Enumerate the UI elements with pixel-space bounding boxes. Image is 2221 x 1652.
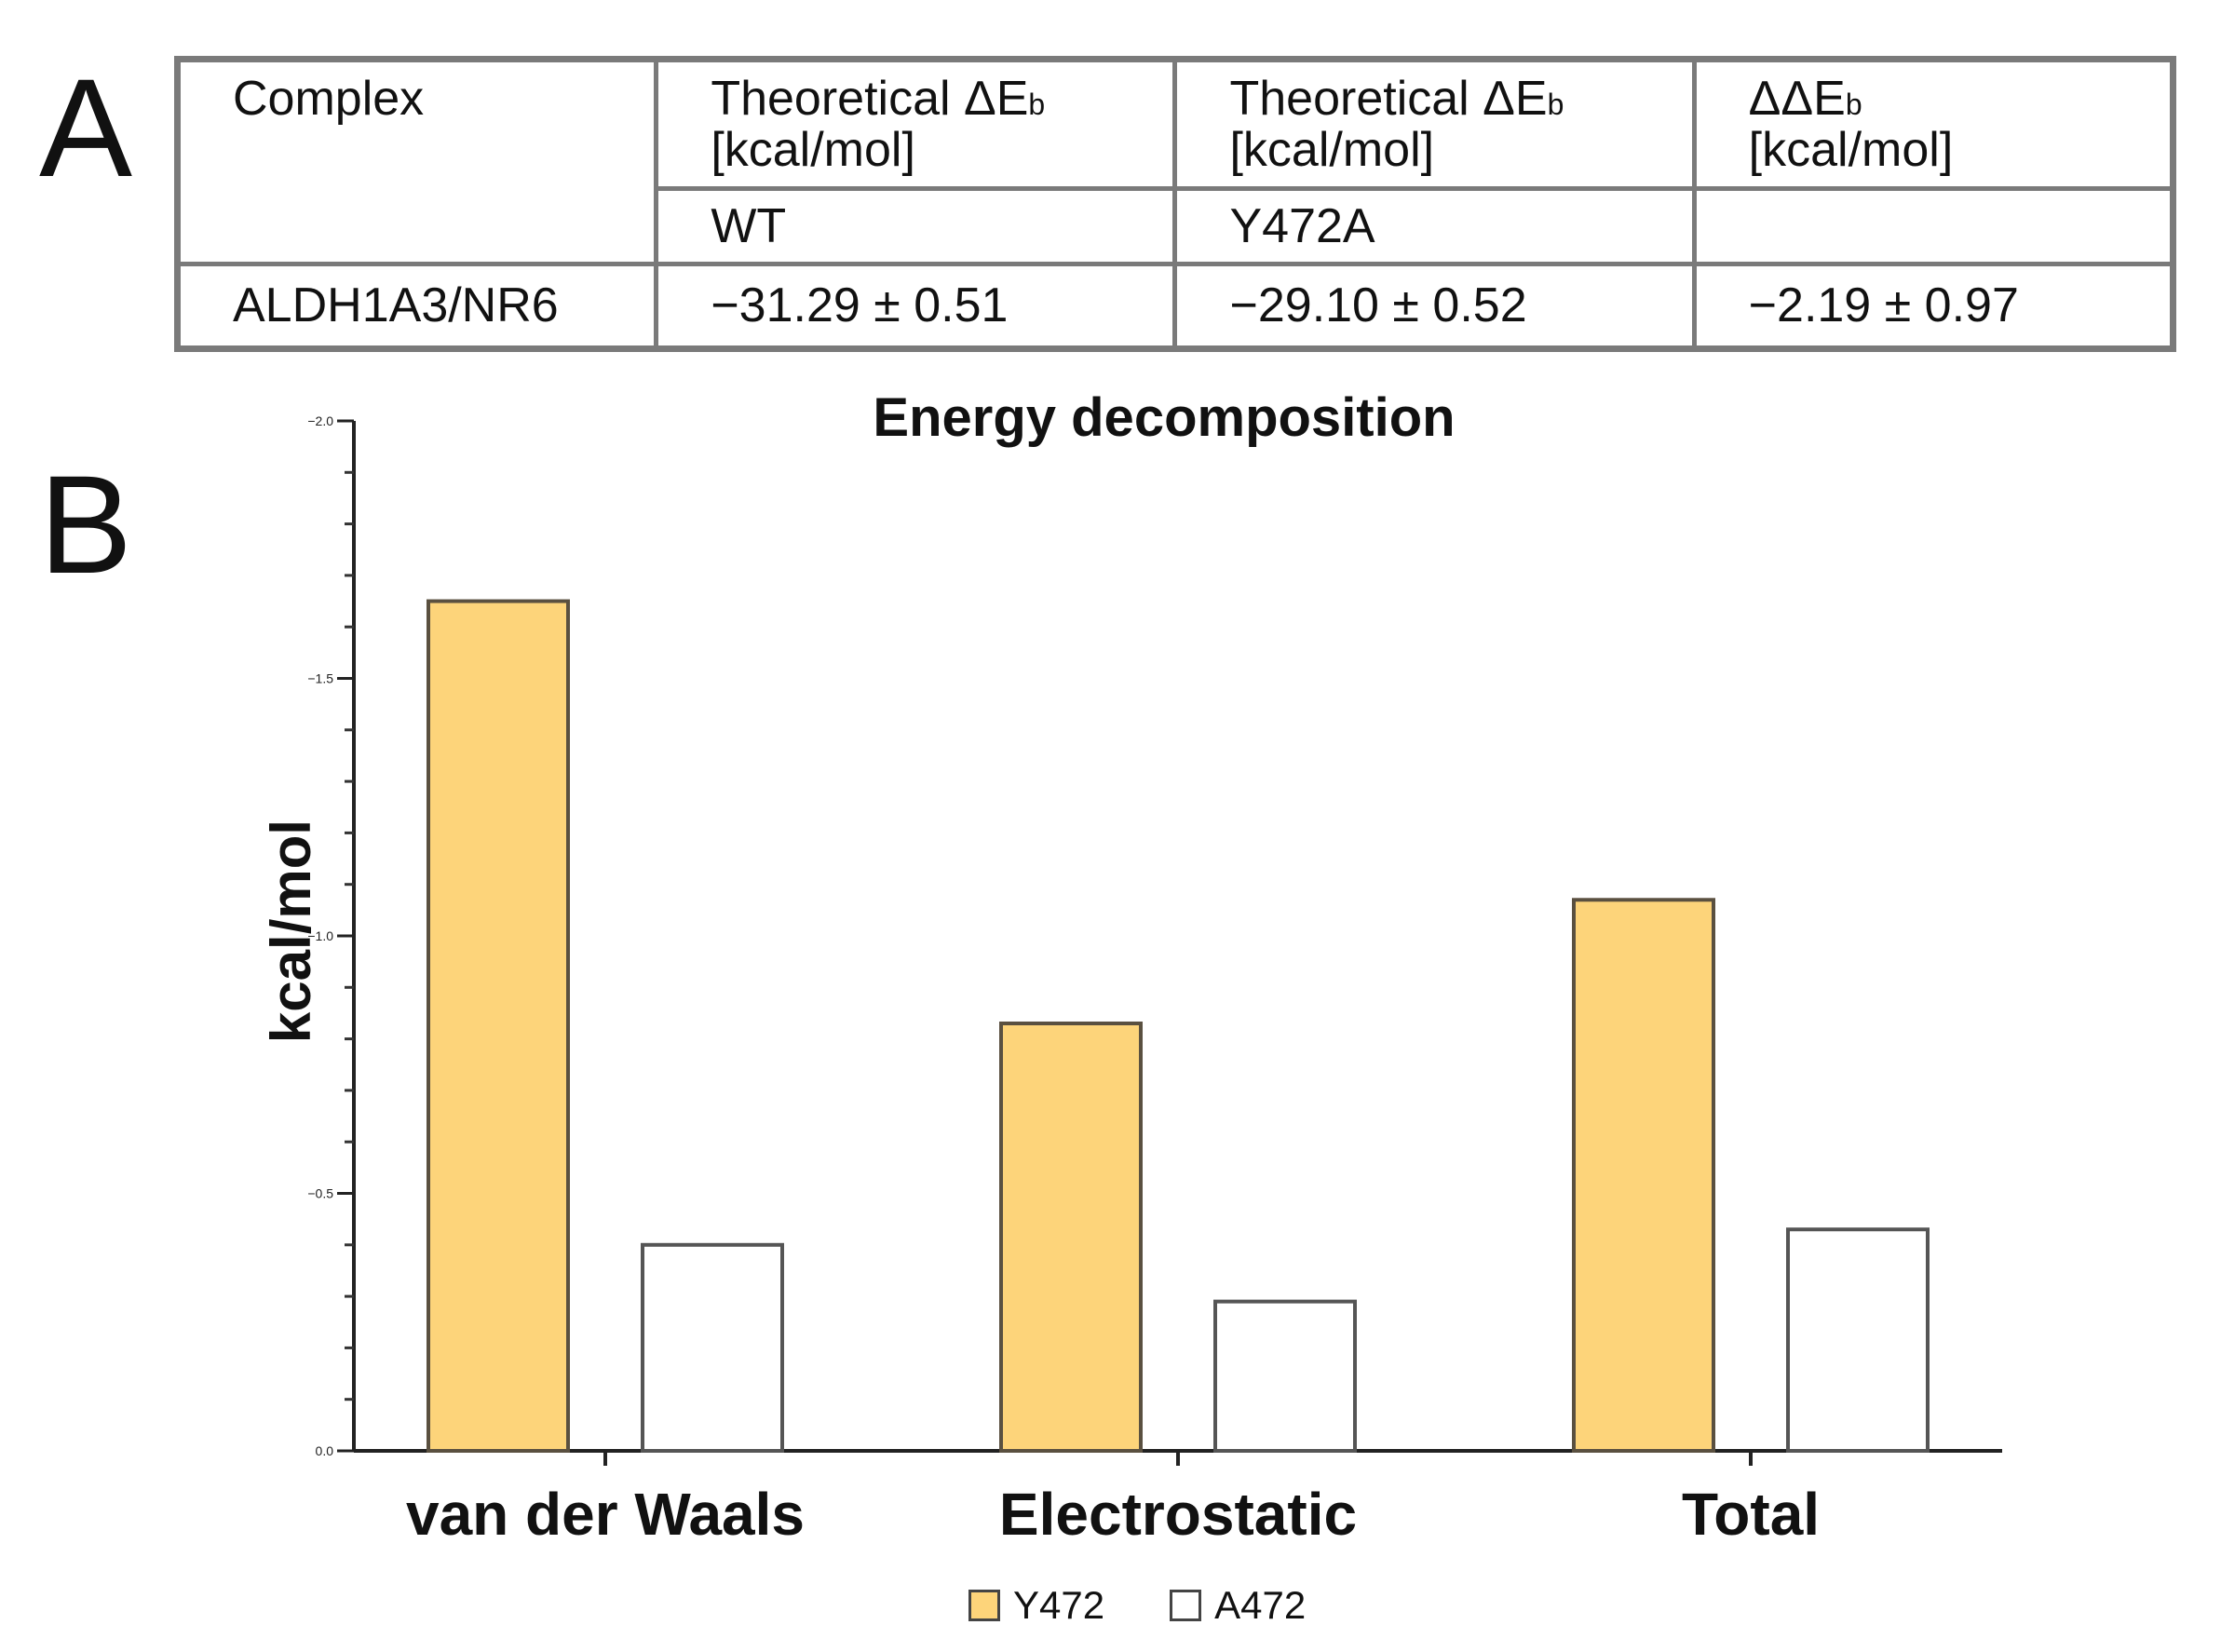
row-mutant-value: −29.10 ± 0.52 [1172,262,1697,351]
header-mutant-label: Y472A [1172,186,1697,267]
header-empty-cell [1691,186,2176,267]
panel-label-a: A [39,49,133,206]
header-wt-label: WT [654,186,1178,267]
x-category-label: Total [1682,1481,1820,1548]
x-category-label: van der Waals [406,1481,805,1548]
y-tick-label: −0.5 [307,1186,333,1201]
row-wt-value: −31.29 ± 0.51 [654,262,1178,351]
y-tick-label: −1.0 [307,928,333,943]
x-category-label: Electrostatic [999,1481,1357,1548]
legend-item-a472: A472 [1170,1583,1306,1628]
header-complex: Complex [174,56,659,267]
y-tick-label: 0.0 [316,1443,334,1458]
legend-item-y472: Y472 [968,1583,1104,1628]
chart-title: Energy decomposition [873,387,1455,448]
legend-swatch-y472 [968,1590,1000,1621]
legend-swatch-a472 [1170,1590,1202,1621]
bar-y472-electrostatic [999,1022,1143,1453]
legend-label-y472: Y472 [1013,1583,1105,1627]
chart-legend: Y472 A472 [968,1583,1371,1628]
header-delta-delta-energy: ΔΔEb [kcal/mol] [1691,56,2176,192]
panel-label-b: B [39,446,133,603]
bar-y472-van-der-waals [427,599,570,1453]
bar-a472-total [1786,1227,1930,1453]
y-tick-label: −2.0 [307,413,333,428]
row-delta-delta-value: −2.19 ± 0.97 [1691,262,2176,351]
row-complex: ALDH1A3/NR6 [174,262,659,351]
bar-a472-van-der-waals [641,1242,784,1454]
y-tick-label: −1.5 [307,671,333,686]
header-wt-energy: Theoretical ΔEb [kcal/mol] [654,56,1178,192]
header-mutant-energy: Theoretical ΔEb [kcal/mol] [1172,56,1697,192]
legend-label-a472: A472 [1214,1583,1307,1627]
bar-y472-total [1572,898,1715,1453]
bar-a472-electrostatic [1213,1299,1357,1453]
y-axis-label: kcal/mol [260,819,322,1043]
binding-energy-table: Complex Theoretical ΔEb [kcal/mol] Theor… [174,56,2176,352]
